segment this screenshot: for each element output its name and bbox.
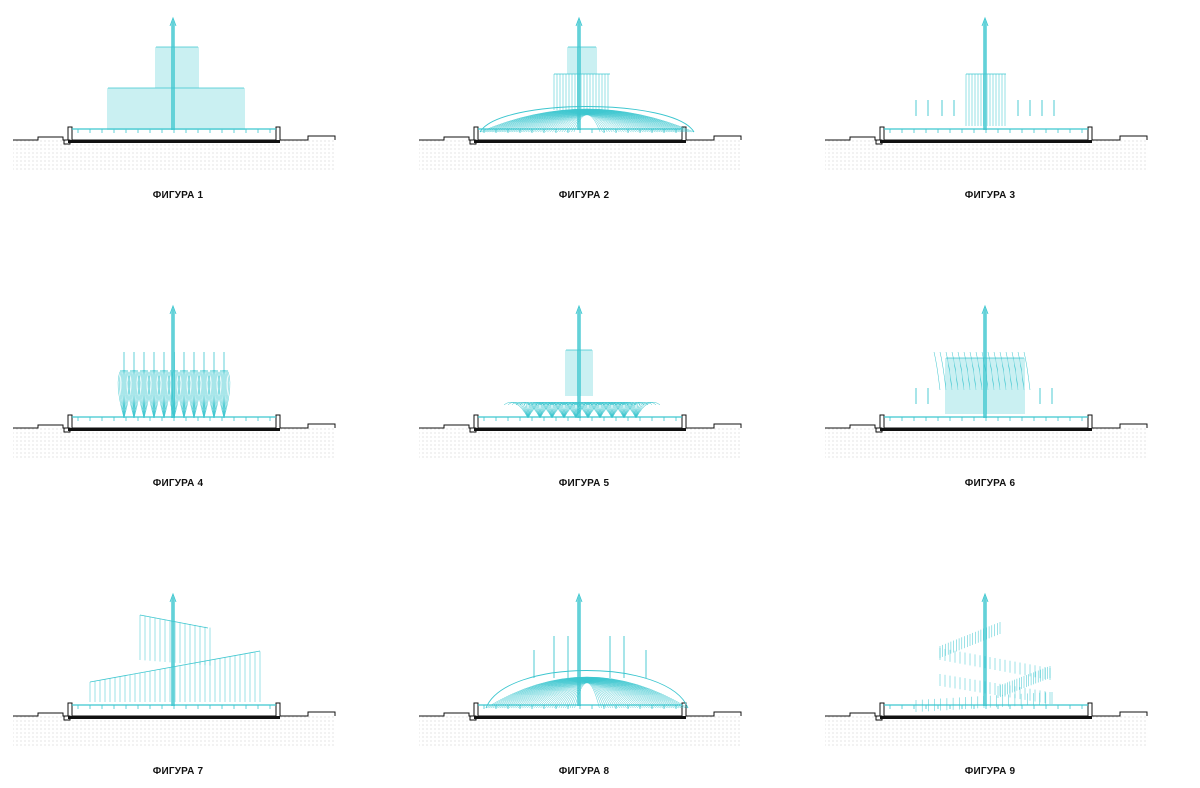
fountain-jets (503, 304, 661, 419)
figure-7: ФИГУРА 7 (8, 588, 348, 788)
basin-slab (474, 716, 686, 719)
fountain-basin (13, 414, 336, 458)
figure-caption-3: ФИГУРА 3 (964, 190, 1016, 201)
fountain-drawing-7 (13, 592, 336, 746)
figure-1: ФИГУРА 1 (8, 12, 348, 212)
figure-9: ФИГУРА 9 (820, 588, 1160, 788)
basin-slab (68, 716, 280, 719)
figure-caption-5: ФИГУРА 5 (558, 478, 610, 489)
figure-5: ФИГУРА 5 (414, 300, 754, 500)
fountain-basin (825, 126, 1148, 170)
fountain-basin (13, 126, 336, 170)
fountain-drawing-3 (825, 16, 1148, 170)
basin-slab (68, 428, 280, 431)
fountain-jets (915, 304, 1053, 418)
basin-slab (880, 140, 1092, 143)
ground-hatch (13, 428, 335, 458)
basin-slab (68, 140, 280, 143)
fountain-drawing-1 (13, 16, 336, 170)
figure-caption-2: ФИГУРА 2 (558, 190, 610, 201)
basin-slab (474, 428, 686, 431)
figure-caption-8: ФИГУРА 8 (558, 766, 610, 777)
fountain-jets (485, 592, 689, 709)
fountain-basin (13, 702, 336, 746)
fountain-drawing-6 (825, 304, 1148, 458)
ground-hatch (825, 428, 1147, 458)
fountain-jets (915, 16, 1055, 130)
fountain-drawing-4 (13, 304, 336, 458)
fountain-drawing-8 (419, 592, 742, 746)
figure-2: ФИГУРА 2 (414, 12, 754, 212)
fountain-basin (825, 414, 1148, 458)
figure-caption-9: ФИГУРА 9 (964, 766, 1016, 777)
figure-caption-4: ФИГУРА 4 (152, 478, 204, 489)
basin-slab (880, 428, 1092, 431)
fountain-basin (419, 126, 742, 170)
figure-8: ФИГУРА 8 (414, 588, 754, 788)
fountain-drawing-5 (419, 304, 742, 458)
fountain-jets (89, 592, 261, 706)
ground-hatch (419, 428, 741, 458)
ground-hatch (825, 140, 1147, 170)
fountain-drawing-9 (825, 592, 1148, 746)
fountain-jets (107, 16, 245, 130)
figure-caption-1: ФИГУРА 1 (152, 190, 204, 201)
figure-caption-7: ФИГУРА 7 (152, 766, 204, 777)
figure-4: ФИГУРА 4 (8, 300, 348, 500)
fountain-basin (419, 702, 742, 746)
ground-hatch (419, 140, 741, 170)
fountain-jets (479, 16, 695, 133)
ground-hatch (825, 716, 1147, 746)
basin-slab (880, 716, 1092, 719)
fountain-basin (825, 702, 1148, 746)
basin-slab (474, 140, 686, 143)
ground-hatch (419, 716, 741, 746)
fountain-jets (915, 592, 1053, 712)
ground-hatch (13, 140, 335, 170)
fountain-basin (419, 414, 742, 458)
fountain-jets (117, 304, 231, 419)
figure-6: ФИГУРА 6 (820, 300, 1160, 500)
ground-hatch (13, 716, 335, 746)
fountain-drawing-2 (419, 16, 742, 170)
figure-caption-6: ФИГУРА 6 (964, 478, 1016, 489)
figure-3: ФИГУРА 3 (820, 12, 1160, 212)
